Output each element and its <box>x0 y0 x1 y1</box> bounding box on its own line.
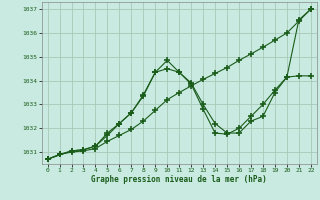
X-axis label: Graphe pression niveau de la mer (hPa): Graphe pression niveau de la mer (hPa) <box>91 175 267 184</box>
